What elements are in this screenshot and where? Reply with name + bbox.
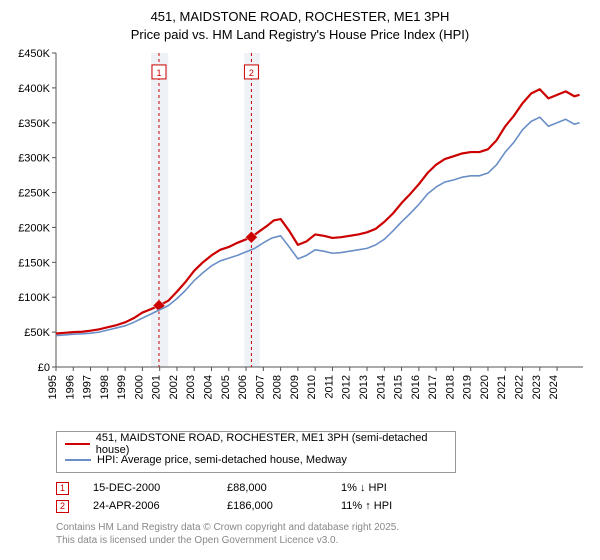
sale-diff: 1% ↓ HPI (341, 482, 431, 494)
svg-text:2002: 2002 (168, 375, 180, 399)
sale-price: £186,000 (227, 500, 317, 512)
svg-text:£100K: £100K (18, 292, 50, 304)
svg-text:1998: 1998 (99, 375, 111, 399)
svg-text:2015: 2015 (393, 375, 405, 399)
chart-area: £0 £50K £100K £150K £200K £250K £300K £350K £400… (8, 47, 592, 427)
title-line1: 451, MAIDSTONE ROAD, ROCHESTER, ME1 3PH (151, 9, 450, 24)
legend-label: 451, MAIDSTONE ROAD, ROCHESTER, ME1 3PH … (96, 432, 447, 456)
svg-text:2000: 2000 (133, 375, 145, 399)
svg-text:£0: £0 (38, 362, 50, 374)
sale-date: 15-DEC-2000 (93, 482, 203, 494)
svg-text:2010: 2010 (306, 375, 318, 399)
svg-text:£400K: £400K (18, 83, 50, 95)
svg-text:2004: 2004 (203, 375, 215, 399)
svg-text:2013: 2013 (358, 375, 370, 399)
svg-text:2014: 2014 (375, 375, 387, 399)
legend-swatch (65, 459, 91, 461)
svg-text:£250K: £250K (18, 188, 50, 200)
sale-row: 2 24-APR-2006 £186,000 11% ↑ HPI (56, 497, 592, 515)
sale-date: 24-APR-2006 (93, 500, 203, 512)
sale-marker: 1 (56, 482, 69, 495)
sale-row: 1 15-DEC-2000 £88,000 1% ↓ HPI (56, 479, 592, 497)
svg-text:1995: 1995 (47, 375, 59, 399)
svg-text:£150K: £150K (18, 257, 50, 269)
legend: 451, MAIDSTONE ROAD, ROCHESTER, ME1 3PH … (56, 431, 456, 473)
sales-table: 1 15-DEC-2000 £88,000 1% ↓ HPI 2 24-APR-2006 £… (56, 479, 592, 515)
svg-text:2016: 2016 (410, 375, 422, 399)
svg-text:2020: 2020 (479, 375, 491, 399)
sale-price: £88,000 (227, 482, 317, 494)
chart-svg: £0 £50K £100K £150K £200K £250K £300K £350K £400… (8, 47, 592, 427)
svg-text:£350K: £350K (18, 118, 50, 130)
svg-text:2: 2 (249, 68, 254, 78)
svg-text:1997: 1997 (82, 375, 94, 399)
svg-text:£450K: £450K (18, 48, 50, 60)
svg-text:£200K: £200K (18, 223, 50, 235)
svg-text:1999: 1999 (116, 375, 128, 399)
svg-text:1: 1 (156, 68, 161, 78)
footer-line1: Contains HM Land Registry data © Crown c… (56, 522, 399, 533)
sale-marker: 2 (56, 500, 69, 513)
svg-text:2012: 2012 (341, 375, 353, 399)
svg-text:2003: 2003 (185, 375, 197, 399)
svg-text:2021: 2021 (496, 375, 508, 399)
svg-text:2008: 2008 (272, 375, 284, 399)
legend-swatch (65, 443, 90, 445)
legend-label: HPI: Average price, semi-detached house,… (97, 454, 347, 466)
svg-text:2018: 2018 (444, 375, 456, 399)
svg-text:2001: 2001 (151, 375, 163, 399)
svg-text:2011: 2011 (323, 375, 335, 399)
footer: Contains HM Land Registry data © Crown c… (56, 521, 592, 547)
chart-title: 451, MAIDSTONE ROAD, ROCHESTER, ME1 3PH … (8, 8, 592, 43)
svg-text:2007: 2007 (254, 375, 266, 399)
svg-text:£50K: £50K (24, 327, 50, 339)
svg-text:2024: 2024 (548, 375, 560, 399)
svg-text:2019: 2019 (462, 375, 474, 399)
svg-text:2006: 2006 (237, 375, 249, 399)
legend-row: 451, MAIDSTONE ROAD, ROCHESTER, ME1 3PH … (65, 436, 447, 452)
svg-text:2005: 2005 (220, 375, 232, 399)
sale-diff: 11% ↑ HPI (341, 500, 431, 512)
svg-text:2009: 2009 (289, 375, 301, 399)
svg-text:£300K: £300K (18, 153, 50, 165)
svg-text:2023: 2023 (531, 375, 543, 399)
footer-line2: This data is licensed under the Open Gov… (56, 535, 338, 546)
svg-text:1996: 1996 (64, 375, 76, 399)
svg-text:2017: 2017 (427, 375, 439, 399)
svg-text:2022: 2022 (514, 375, 526, 399)
title-line2: Price paid vs. HM Land Registry's House … (131, 27, 469, 42)
